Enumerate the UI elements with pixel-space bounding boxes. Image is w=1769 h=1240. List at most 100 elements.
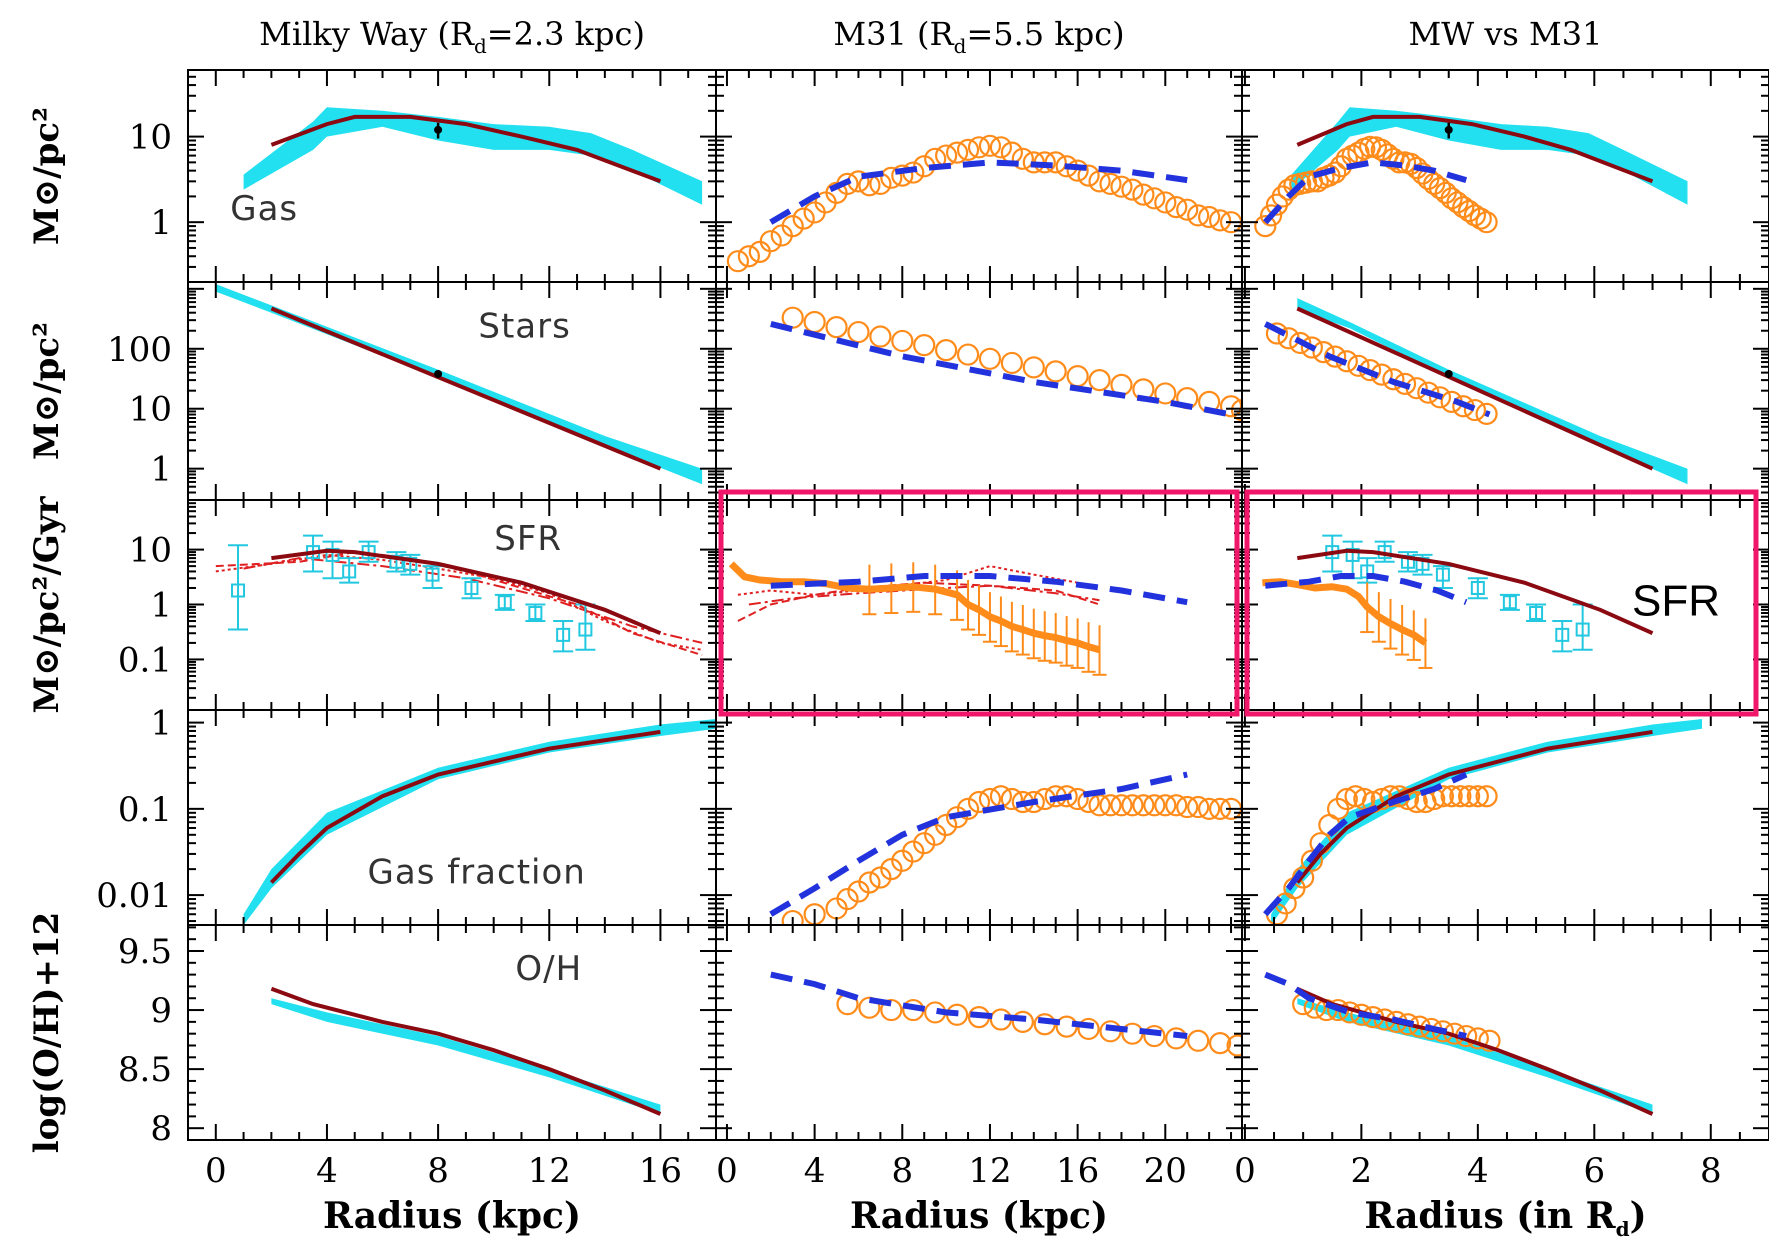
y-tick-label: 10 — [129, 531, 172, 571]
obs-circle — [836, 887, 859, 911]
panel-frame — [1241, 924, 1769, 1141]
y-tick-label: 10 — [129, 118, 172, 158]
panel-data — [1263, 298, 1688, 485]
obs-circle — [1198, 797, 1221, 820]
red-model-line — [748, 584, 1100, 606]
obs-point — [1575, 622, 1590, 637]
model-dashed-line — [1265, 573, 1468, 605]
obs-circle — [1088, 369, 1111, 392]
x-tick-label: 6 — [1583, 1151, 1605, 1191]
x-tick-label: 2 — [1351, 1151, 1373, 1191]
panel-data — [769, 771, 1242, 925]
x-tick-label: 8 — [1700, 1151, 1722, 1191]
y-tick-label: 0.01 — [96, 876, 172, 916]
model-dashed-line — [769, 159, 1188, 225]
obs-circle — [1143, 1024, 1166, 1048]
model-line — [1297, 548, 1654, 636]
obs-circle — [858, 871, 881, 894]
obs-circle — [880, 166, 903, 189]
y-tick-label: 8.5 — [118, 1050, 172, 1090]
obs-circle — [759, 230, 782, 253]
obs-circle — [1458, 199, 1481, 223]
obs-circle — [1011, 1010, 1034, 1033]
obs-circle — [1405, 377, 1428, 400]
obs-circle — [891, 329, 914, 353]
obs-circle — [726, 250, 750, 273]
x-tick-label: 16 — [639, 1151, 682, 1191]
y-tick-label: 8 — [150, 1109, 172, 1149]
y-tick-label: 1 — [150, 450, 172, 490]
obs-circle — [1154, 794, 1177, 817]
panel-oh-m31 — [715, 924, 1243, 1141]
panel-data — [770, 971, 1242, 1057]
obs-circle — [847, 320, 870, 344]
obs-circle — [1165, 794, 1188, 817]
obs-circle — [781, 909, 804, 925]
x-tick-label: 0 — [1234, 1151, 1256, 1191]
x-tick-label: 4 — [316, 1151, 338, 1191]
y-axis-label-sfr: M⊙/pc²/Gyr — [27, 495, 67, 713]
obs-point — [1470, 580, 1485, 595]
red-model-line — [215, 553, 703, 651]
obs-circle — [1312, 341, 1335, 364]
obs-circle — [967, 790, 991, 814]
model-band — [243, 107, 703, 205]
obs-line — [728, 561, 1101, 654]
column-title-m31: M31 (Rd=5.5 kpc) — [833, 15, 1124, 58]
obs-line — [1262, 578, 1428, 646]
model-dashed-line — [770, 971, 1188, 1039]
x-tick-label: 4 — [804, 1151, 826, 1191]
solar-point — [1444, 369, 1453, 378]
obs-circle — [1066, 365, 1089, 388]
y-tick-label: 9 — [150, 991, 172, 1031]
obs-circle — [1011, 147, 1034, 170]
panel-oh-mw — [187, 924, 717, 1141]
obs-circle — [935, 813, 958, 837]
panel-data — [1262, 534, 1654, 669]
panel-data — [270, 986, 662, 1116]
obs-circle — [1446, 191, 1469, 214]
panel-oh-cmp — [1241, 924, 1769, 1141]
obs-point — [342, 564, 357, 579]
panel-data — [215, 534, 703, 657]
obs-circle — [803, 310, 826, 334]
model-dashed-line — [1263, 159, 1468, 225]
panel-sfr-m31 — [715, 499, 1243, 711]
panel-frame — [187, 499, 717, 711]
obs-circle — [1417, 381, 1440, 404]
x-axis-label-m31: Radius (kpc) — [850, 1195, 1108, 1237]
obs-point — [389, 554, 404, 569]
panel-label-oh: O/H — [515, 949, 582, 989]
model-dashed-line — [770, 573, 1188, 606]
panel-label-gasfrac: Gas fraction — [368, 852, 586, 892]
obs-circle — [858, 996, 881, 1019]
obs-circle — [956, 138, 980, 161]
panel-frame — [187, 924, 717, 1141]
y-tick-label: 9.5 — [118, 932, 172, 972]
obs-circle — [737, 245, 760, 268]
obs-circle — [1121, 178, 1144, 201]
panel-stars-cmp — [1241, 281, 1769, 501]
panel-data — [243, 107, 703, 205]
obs-point — [1435, 567, 1450, 582]
model-line — [1296, 114, 1654, 184]
panel-data — [770, 306, 1242, 422]
obs-point — [578, 622, 593, 637]
x-tick-label: 12 — [528, 1151, 571, 1191]
x-tick-label: 12 — [968, 1151, 1011, 1191]
model-dashed-line — [1263, 771, 1468, 917]
obs-circle — [1143, 187, 1166, 210]
obs-point — [1529, 606, 1544, 621]
model-dashed-line — [1264, 971, 1467, 1039]
obs-circle — [1121, 794, 1144, 817]
obs-circle — [978, 347, 1002, 370]
obs-circle — [781, 306, 804, 329]
obs-circle — [1077, 1017, 1100, 1041]
y-axis-label-gas: M⊙/pc² — [27, 107, 67, 245]
sfr-annotation: SFR — [1632, 577, 1720, 626]
solar-point — [434, 125, 443, 134]
obs-circle — [956, 797, 980, 820]
model-line — [270, 306, 662, 471]
panel-gasfrac-cmp — [1241, 709, 1769, 926]
panel-frame — [715, 69, 1243, 283]
